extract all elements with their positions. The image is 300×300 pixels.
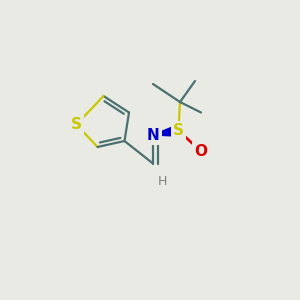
- Text: H: H: [157, 175, 167, 188]
- Text: N: N: [147, 128, 159, 142]
- Text: S: S: [173, 123, 184, 138]
- Text: O: O: [194, 144, 208, 159]
- Text: S: S: [71, 117, 82, 132]
- Polygon shape: [153, 125, 179, 136]
